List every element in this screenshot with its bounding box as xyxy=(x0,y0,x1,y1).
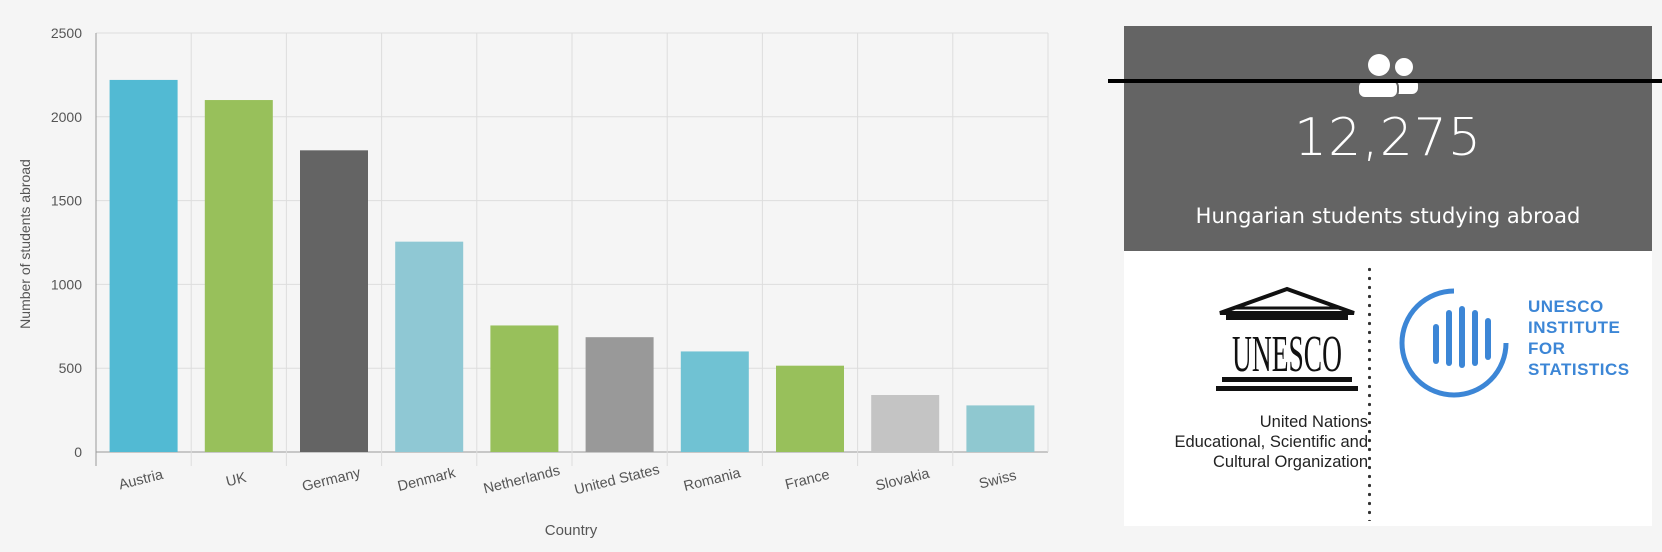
uis-text: UNESCO INSTITUTE FOR STATISTICS xyxy=(1528,297,1630,379)
student-count: 12,275 xyxy=(1294,108,1482,168)
strike-line xyxy=(1108,79,1662,83)
x-tick-label: Denmark xyxy=(396,465,458,495)
unesco-temple-logo: UNESCO xyxy=(1216,286,1358,391)
x-axis-label: Country xyxy=(545,522,598,539)
x-tick-label: France xyxy=(784,467,832,493)
bar-romania[interactable] xyxy=(680,351,749,452)
stat-card: 12,275 Hungarian students studying abroa… xyxy=(1124,26,1652,251)
y-tick-label: 1000 xyxy=(51,276,82,292)
bar-germany[interactable] xyxy=(300,150,368,452)
y-axis-label: Number of students abroad xyxy=(17,159,33,329)
unesco-wordmark: UNESCO xyxy=(1232,326,1342,383)
x-tick-label: UK xyxy=(225,470,249,490)
unesco-text: United Nations Educational, Scientific a… xyxy=(1174,413,1368,471)
bar-denmark[interactable] xyxy=(395,241,464,452)
x-tick-label: United States xyxy=(573,462,661,499)
y-axis-ticks: 0 500 1000 1500 2000 2500 xyxy=(51,25,82,460)
y-tick-label: 2000 xyxy=(51,109,82,125)
dotted-divider xyxy=(1368,265,1371,521)
logos-panel: UNESCO United Nations Educational, Scien… xyxy=(1124,251,1652,526)
y-tick-label: 500 xyxy=(59,360,83,376)
y-tick-label: 1500 xyxy=(51,193,82,209)
y-tick-label: 2500 xyxy=(51,25,82,41)
bar-uk[interactable] xyxy=(204,100,273,452)
bar-united-states[interactable] xyxy=(585,337,654,452)
people-icon xyxy=(1357,54,1418,99)
x-tick-label: Swiss xyxy=(978,468,1019,493)
bar-austria[interactable] xyxy=(109,79,178,452)
uis-hand-logo xyxy=(1399,288,1509,398)
bar-swiss[interactable] xyxy=(966,405,1035,452)
x-tick-label: Romania xyxy=(682,465,743,495)
x-axis-ticks: Austria UK Germany Denmark Netherlands United… xyxy=(117,462,1018,499)
chart-bars xyxy=(109,79,1035,452)
bar-netherlands[interactable] xyxy=(490,325,559,452)
bar-chart: 0 500 1000 1500 2000 2500 Austria UK Germany Den… xyxy=(17,25,1049,539)
stat-caption: Hungarian students studying abroad xyxy=(1195,204,1581,228)
x-tick-label: Germany xyxy=(301,465,363,495)
x-tick-label: Netherlands xyxy=(482,463,562,497)
x-tick-label: Slovakia xyxy=(874,466,932,495)
y-tick-label: 0 xyxy=(74,444,82,460)
bar-slovakia[interactable] xyxy=(871,395,940,452)
x-tick-label: Austria xyxy=(117,467,166,494)
bar-france[interactable] xyxy=(776,365,844,452)
